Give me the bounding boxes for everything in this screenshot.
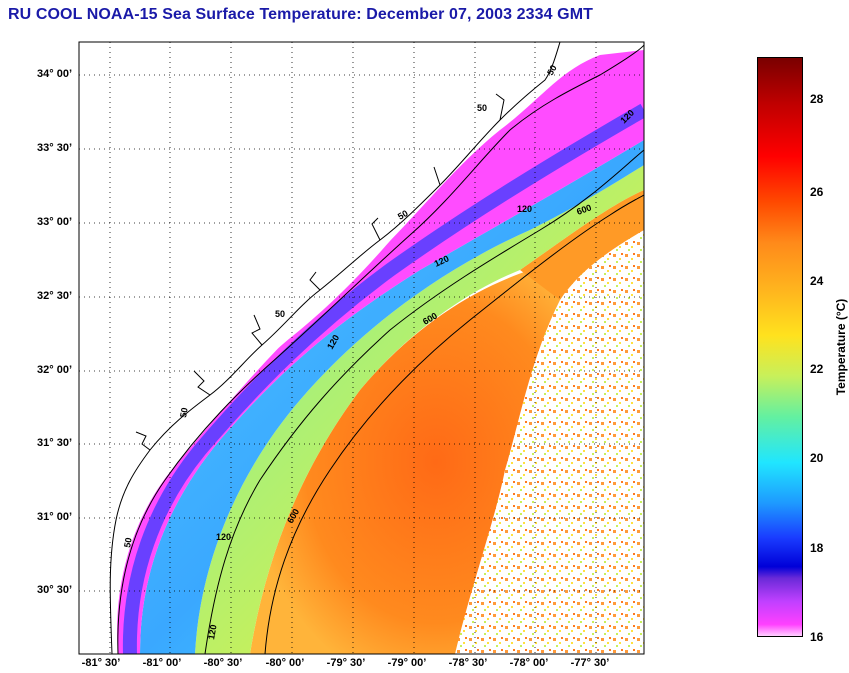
colorbar-tick-18: 18 (810, 541, 824, 555)
colorbar-tick-22: 22 (810, 362, 824, 376)
lat-tick-31-00: 31° 00’ (37, 511, 72, 523)
sst-field (79, 42, 644, 654)
lat-tick-31-30: 31° 30’ (37, 437, 72, 449)
contour-label-120: 120 (206, 624, 218, 641)
isobath-50m (117, 44, 644, 654)
lat-tick-34-00: 34° 00’ (37, 68, 72, 80)
map-title: RU COOL NOAA-15 Sea Surface Temperature:… (8, 6, 594, 23)
lat-tick-32-00: 32° 00’ (37, 364, 72, 376)
lon-tick-80-30: -80° 30’ (203, 657, 243, 669)
contour-label-120: 120 (216, 532, 231, 542)
lon-tick-78-30: -78° 30’ (448, 657, 488, 669)
map-frame (78, 41, 645, 655)
land-mass (79, 42, 560, 654)
colorbar-tick-20: 20 (810, 451, 824, 465)
lat-tick-30-30: 30° 30’ (37, 584, 72, 596)
isobath-120m (204, 149, 644, 654)
isobath-600m (264, 194, 644, 654)
slope-water (195, 165, 644, 654)
contour-label-50: 50 (178, 407, 190, 419)
colorbar-tick-16: 16 (810, 630, 824, 644)
contour-label-600: 600 (575, 202, 593, 217)
lon-tick-81-30: -81° 30’ (81, 657, 121, 669)
lon-tick-79-30: -79° 30’ (326, 657, 366, 669)
contour-label-50: 50 (545, 63, 559, 77)
contour-label-120: 120 (517, 204, 532, 214)
lon-tick-79-00: -79° 00’ (387, 657, 427, 669)
colorbar-label: Temperature (°C) (834, 298, 848, 396)
gulf-stream-north (520, 190, 644, 300)
estuaries (135, 93, 505, 451)
colorbar-tick-28: 28 (810, 92, 824, 106)
lon-tick-81-00: -81° 00’ (142, 657, 182, 669)
lon-tick-78-00: -78° 00’ (509, 657, 549, 669)
lat-tick-33-00: 33° 00’ (37, 216, 72, 228)
gulf-stream-warm-water (250, 270, 560, 654)
lat-tick-33-30: 33° 30’ (37, 142, 72, 154)
lat-tick-32-30: 32° 30’ (37, 290, 72, 302)
contour-label-50: 50 (477, 103, 487, 113)
mid-shelf-water (140, 140, 644, 654)
contour-label-50: 50 (396, 208, 410, 222)
lon-tick-80-00: -80° 00’ (265, 657, 305, 669)
inner-shelf-cold-water (117, 50, 644, 654)
lon-tick-77-30: -77° 30’ (570, 657, 610, 669)
shelf-front (122, 103, 644, 654)
contour-label-50: 50 (122, 537, 134, 549)
colorbar-tick-26: 26 (810, 185, 824, 199)
graticule (79, 42, 644, 654)
temperature-colorbar (757, 57, 803, 637)
contour-label-50: 50 (275, 309, 285, 319)
colorbar-tick-24: 24 (810, 274, 824, 288)
